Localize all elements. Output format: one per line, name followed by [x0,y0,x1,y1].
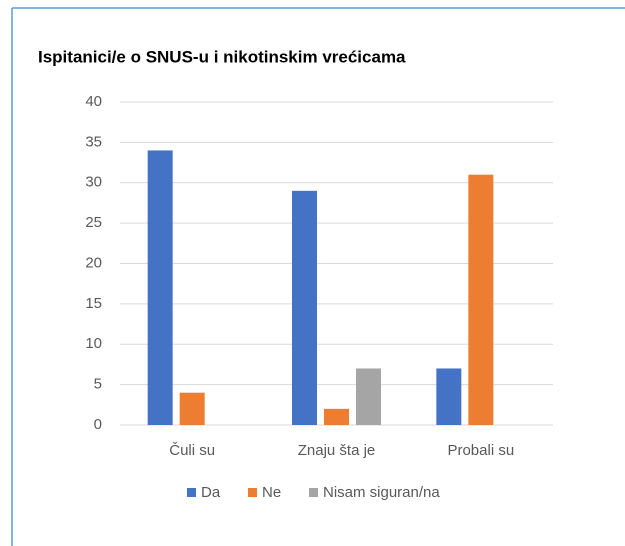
y-tick-label: 0 [94,416,102,433]
y-tick-label: 15 [85,295,102,312]
y-tick-label: 40 [85,93,102,110]
legend-swatch [187,488,196,497]
chart-title: Ispitanici/e o SNUS-u i nikotinskim vreć… [38,47,406,66]
x-tick-label: Probali su [447,442,514,459]
x-tick-label: Čuli su [169,442,215,459]
legend-swatch [248,488,257,497]
bar [436,368,462,425]
bar [179,392,205,425]
y-tick-label: 20 [85,254,102,271]
bar [147,150,173,425]
bar [356,368,381,425]
y-tick-label: 10 [85,335,102,352]
bar [292,190,317,425]
bar [468,174,494,425]
y-tick-label: 30 [85,174,102,191]
legend-label: Da [201,484,221,501]
bar [324,408,349,425]
legend-swatch [309,488,318,497]
y-tick-label: 35 [85,133,102,150]
y-tick-label: 25 [85,214,102,231]
legend-label: Nisam siguran/na [323,484,440,501]
legend-label: Ne [262,484,281,501]
x-tick-label: Znaju šta je [298,442,376,459]
y-tick-label: 5 [94,376,102,393]
